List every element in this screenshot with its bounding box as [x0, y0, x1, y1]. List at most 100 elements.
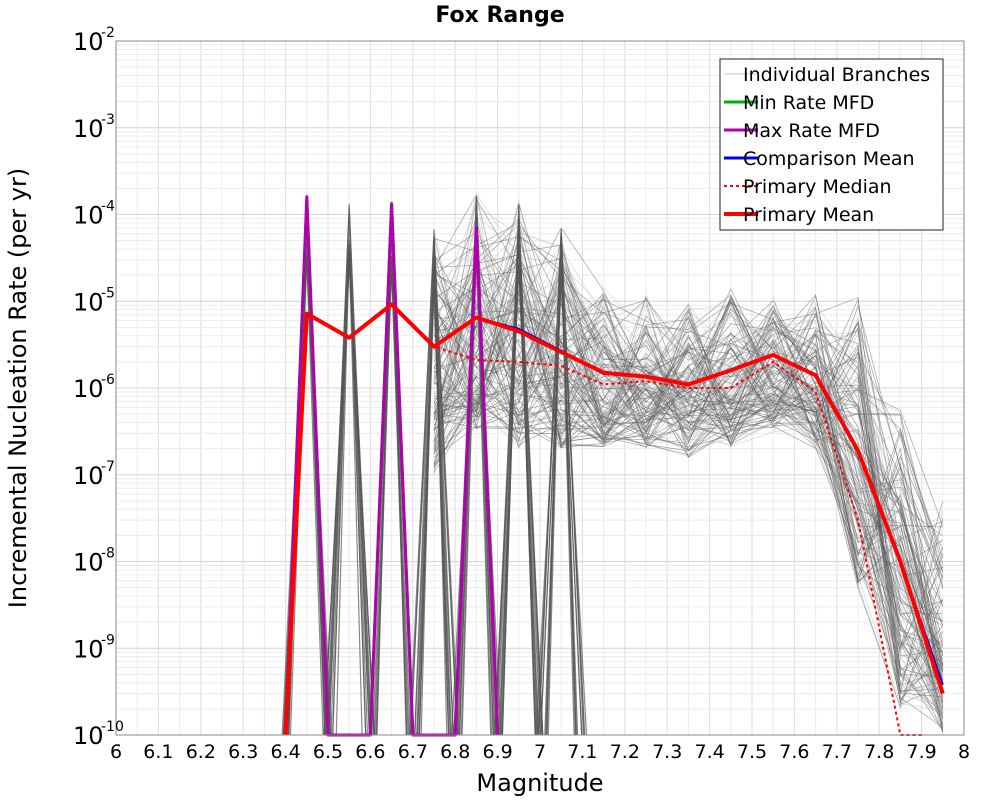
- series-primary-mean: [283, 302, 945, 736]
- legend-label: Individual Branches: [743, 64, 930, 86]
- branch-spike: [326, 207, 373, 736]
- x-tick-label: 6.9: [482, 741, 512, 763]
- branch-spike: [418, 288, 450, 736]
- y-tick-exponent: -4: [101, 199, 115, 215]
- x-tick-label: 6.1: [143, 741, 173, 763]
- x-tick-label: 6: [110, 741, 122, 763]
- branch-line: [433, 278, 944, 671]
- y-axis-label: Incremental Nucleation Rate (per yr): [4, 168, 32, 608]
- y-tick-exponent: -6: [101, 372, 115, 388]
- x-tick-label: 6.6: [355, 741, 385, 763]
- x-tick-label: 6.7: [398, 741, 428, 763]
- branch-line: [433, 285, 943, 692]
- y-tick-base: 10: [73, 722, 104, 750]
- y-tick-base: 10: [73, 28, 104, 56]
- branch-line: [433, 256, 944, 642]
- y-tick-base: 10: [73, 288, 104, 316]
- branch-spike: [373, 266, 410, 736]
- y-tick-exponent: -9: [101, 632, 115, 648]
- y-tick-exponent: -7: [101, 459, 115, 475]
- branch-line: [433, 261, 943, 680]
- branch-spike: [538, 228, 584, 736]
- branch-spike: [327, 203, 371, 736]
- y-tick-base: 10: [73, 635, 104, 663]
- y-tick-exponent: -3: [101, 112, 115, 128]
- branch-line: [433, 315, 944, 708]
- branch-spike: [540, 281, 583, 736]
- branch-line: [433, 238, 944, 661]
- x-tick-label: 7.3: [652, 741, 682, 763]
- branch-spike: [332, 249, 367, 736]
- branch-line: [433, 312, 944, 675]
- legend-label: Max Rate MFD: [743, 120, 880, 142]
- branch-spike: [328, 219, 370, 736]
- branch-line: [433, 265, 944, 685]
- x-tick-label: 6.2: [186, 741, 216, 763]
- branch-line: [433, 283, 944, 640]
- branch-line: [433, 265, 943, 528]
- branch-line: [433, 281, 944, 731]
- branch-line: [433, 311, 943, 627]
- branch-line: [433, 310, 944, 720]
- branch-line: [433, 297, 944, 652]
- x-tick-label: 7.2: [610, 741, 640, 763]
- x-tick-label: 6.5: [313, 741, 343, 763]
- y-tick-exponent: -2: [101, 25, 115, 41]
- y-tick-exponent: -8: [101, 546, 115, 562]
- branch-line: [433, 309, 944, 649]
- x-tick-label: 7.4: [694, 741, 724, 763]
- chart-title: Fox Range: [435, 3, 564, 28]
- y-tick-base: 10: [73, 549, 104, 577]
- branch-spike: [323, 265, 376, 736]
- y-tick-exponent: -5: [101, 285, 115, 301]
- branch-line: [433, 294, 944, 709]
- legend-label: Min Rate MFD: [743, 92, 874, 114]
- y-tick-base: 10: [73, 462, 104, 490]
- y-tick-exponent: -10: [101, 719, 124, 735]
- x-tick-label: 8: [958, 741, 970, 763]
- x-tick-label: 7.7: [822, 741, 852, 763]
- branch-line: [433, 234, 944, 709]
- branch-spike: [499, 204, 538, 736]
- branch-line: [433, 314, 944, 729]
- legend-label: Primary Median: [743, 176, 892, 198]
- legend-label: Comparison Mean: [743, 148, 915, 170]
- x-tick-label: 6.3: [228, 741, 258, 763]
- x-tick-label: 7.5: [737, 741, 767, 763]
- y-tick-base: 10: [73, 115, 104, 143]
- branch-spike: [416, 263, 452, 736]
- branch-spike: [420, 240, 448, 736]
- x-tick-label: 6.4: [270, 741, 300, 763]
- x-axis-label: Magnitude: [476, 769, 603, 797]
- x-tick-label: 7.8: [864, 741, 894, 763]
- x-axis-ticks: 6 6.1 6.2 6.3 6.4 6.5 6.6 6.7 6.8 6.9 7 7.1 7.2 7.3 7.…: [110, 741, 970, 763]
- y-tick-base: 10: [73, 375, 104, 403]
- branch-line: [433, 199, 944, 625]
- branch-line: [433, 238, 944, 718]
- series-max-rate-mfd: [284, 195, 500, 737]
- x-tick-label: 6.8: [440, 741, 470, 763]
- branch-line: [433, 270, 944, 573]
- branch-spike: [495, 244, 543, 736]
- branch-line: [433, 258, 944, 573]
- branch-spike: [414, 236, 454, 736]
- x-tick-label: 7.1: [567, 741, 597, 763]
- legend-box: [719, 58, 944, 231]
- plot-frame: [115, 40, 965, 736]
- branch-spike: [545, 235, 577, 736]
- branch-line: [433, 330, 943, 705]
- branch-line: [433, 265, 944, 626]
- branch-line: [433, 321, 943, 568]
- x-tick-label: 7: [534, 741, 546, 763]
- branch-line: [433, 271, 944, 656]
- branch-line: [433, 286, 944, 703]
- legend-label: Primary Mean: [743, 204, 874, 226]
- legend: Individual Branches Min Rate MFD Max Rate …: [719, 58, 944, 231]
- branch-spike: [459, 221, 494, 736]
- branch-line: [433, 297, 943, 711]
- x-tick-label: 7.9: [906, 741, 936, 763]
- branch-line: [433, 263, 944, 672]
- branch-spike: [496, 263, 542, 736]
